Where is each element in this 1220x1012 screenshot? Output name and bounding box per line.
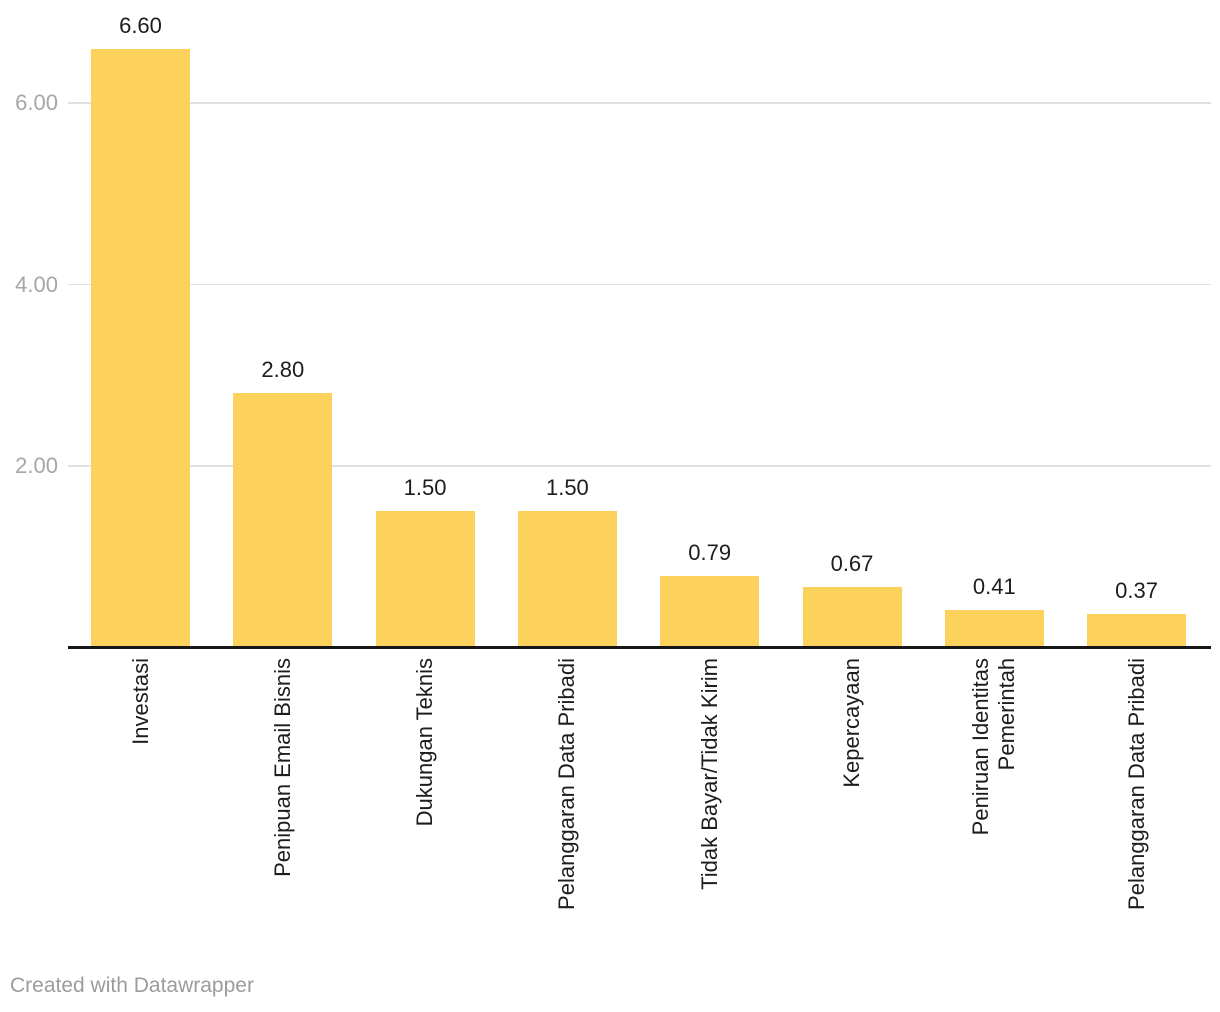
bar-value-label: 1.50 bbox=[403, 475, 447, 501]
y-tick-label: 2.00 bbox=[15, 453, 58, 478]
category-label: Pelanggaran Data Pribadi bbox=[1123, 658, 1149, 910]
category-label: Investasi bbox=[127, 658, 153, 745]
bar-value-label: 0.79 bbox=[688, 539, 732, 565]
category-label: Tidak Bayar/Tidak Kirim bbox=[696, 658, 722, 890]
gridline bbox=[68, 283, 1211, 286]
category-label: Penipuan Email Bisnis bbox=[269, 658, 295, 877]
bar bbox=[233, 393, 333, 648]
x-axis-line bbox=[68, 646, 1211, 649]
bar-value-label: 2.80 bbox=[261, 357, 305, 383]
bar bbox=[375, 511, 475, 648]
bar-value-label: 0.67 bbox=[830, 550, 874, 576]
bar-value-label: 6.60 bbox=[119, 12, 162, 38]
datawrapper-credit: Created with Datawrapper bbox=[10, 974, 254, 997]
bar bbox=[660, 575, 760, 648]
y-tick-label: 4.00 bbox=[15, 271, 58, 297]
bar bbox=[517, 511, 617, 648]
category-label: Kepercayaan bbox=[839, 658, 864, 788]
category-label: Pelanggaran Data Pribadi bbox=[554, 658, 580, 910]
gridline bbox=[68, 465, 1211, 467]
bar-value-label: 0.41 bbox=[972, 574, 1016, 600]
bar bbox=[91, 48, 190, 648]
bar-value-label: 1.50 bbox=[545, 475, 589, 501]
bar bbox=[1087, 613, 1187, 648]
category-label: Dukungan Teknis bbox=[412, 658, 438, 827]
gridline bbox=[68, 102, 1211, 104]
y-tick-label: 6.00 bbox=[15, 90, 58, 115]
category-label: Peniruan Identitas Pemerintah bbox=[968, 658, 1020, 836]
bar bbox=[944, 610, 1044, 648]
bar-value-label: 0.37 bbox=[1115, 577, 1159, 603]
bar bbox=[802, 586, 902, 648]
